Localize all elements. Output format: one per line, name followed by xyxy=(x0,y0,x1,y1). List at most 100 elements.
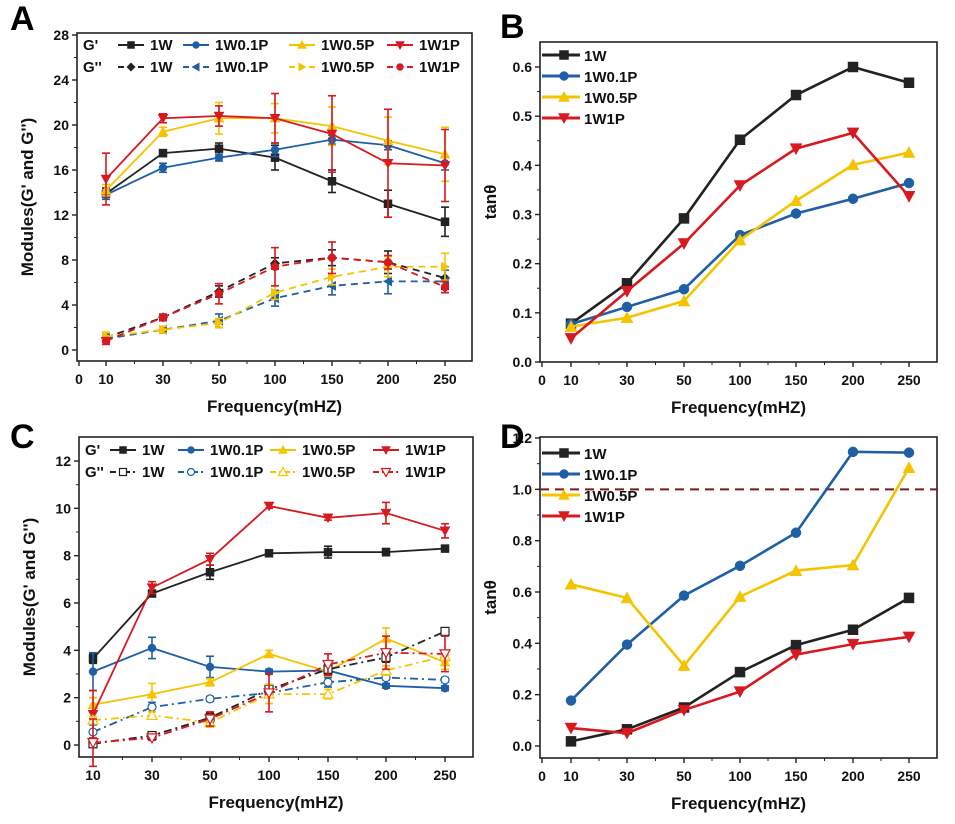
legend-marker xyxy=(559,448,569,458)
legend-label: 1W0.1P xyxy=(584,467,637,484)
legend-marker xyxy=(558,90,570,102)
y-tick-label: 0.1 xyxy=(513,305,533,321)
y-tick-label: 0.4 xyxy=(513,635,533,651)
data-point xyxy=(158,313,168,322)
data-point xyxy=(902,146,916,158)
data-point xyxy=(440,544,450,553)
legend-label: 1W xyxy=(142,442,165,459)
panel-b: B 0.0 0.1 0.2 0.3 0.4 0.5 0.6 0 10 30 50 100 150 200 25… xyxy=(481,8,938,417)
y-tick-label: 24 xyxy=(53,72,69,88)
series-line xyxy=(570,181,910,326)
legend-marker xyxy=(277,466,289,477)
x-tick-label: 100 xyxy=(728,372,752,388)
legend-marker xyxy=(395,41,405,51)
legend-label: 1W0.5P xyxy=(584,488,637,505)
plot-frame xyxy=(78,436,474,758)
series-line xyxy=(92,547,446,660)
data-point xyxy=(846,127,860,140)
x-tick-label: 100 xyxy=(728,768,752,784)
series-1W0.1P xyxy=(565,177,915,330)
y-tick-label: 0.6 xyxy=(513,584,533,600)
data-point xyxy=(271,287,280,298)
y-tick-label: 28 xyxy=(53,27,69,43)
y-axis-label: tanθ xyxy=(481,185,500,220)
legend-marker xyxy=(191,62,200,72)
data-point xyxy=(214,144,224,153)
legend-label: 1W0.1P xyxy=(215,59,268,76)
y-axis-label: tanθ xyxy=(481,580,500,615)
data-point xyxy=(789,194,803,206)
legend-group-label: G' xyxy=(85,442,100,459)
data-point xyxy=(789,143,803,156)
data-point xyxy=(678,590,690,601)
data-point xyxy=(846,638,860,651)
data-point xyxy=(327,177,337,186)
x-tick-label: 50 xyxy=(676,372,692,388)
legend-label: 1W xyxy=(150,59,173,76)
x-tick-label: 250 xyxy=(897,372,921,388)
panel-label: A xyxy=(10,0,35,38)
panel-c: C 0 2 4 6 8 10 12 10 30 50 100 150 200 250 Frequency(mH… xyxy=(10,418,474,812)
data-point xyxy=(620,591,634,604)
data-point xyxy=(439,526,451,537)
x-tick-label: 200 xyxy=(841,372,865,388)
data-point xyxy=(263,648,275,659)
series-1W1P xyxy=(564,631,916,740)
legend-marker xyxy=(118,467,128,477)
data-point xyxy=(145,733,159,745)
data-point xyxy=(789,649,803,662)
data-point xyxy=(440,217,450,226)
data-point xyxy=(790,527,802,538)
data-point xyxy=(902,461,916,474)
data-point xyxy=(790,639,802,651)
x-tick-label: 150 xyxy=(320,371,344,387)
data-point xyxy=(158,148,168,158)
legend-marker xyxy=(559,469,569,479)
data-point xyxy=(100,174,112,185)
x-tick-label: 100 xyxy=(263,371,287,387)
x-tick-label: 50 xyxy=(202,767,218,783)
data-point xyxy=(383,276,392,287)
series-Gp-1W0.1P xyxy=(88,636,450,693)
legend-label: 1W1P xyxy=(419,37,460,54)
series-1W1P xyxy=(564,127,916,345)
panel-label: D xyxy=(500,418,525,456)
data-point xyxy=(380,508,392,519)
data-point xyxy=(321,659,335,671)
data-point xyxy=(382,159,394,169)
legend-label: 1W0.5P xyxy=(302,464,355,481)
data-point xyxy=(903,447,915,458)
legend-label: 1W0.5P xyxy=(302,442,355,459)
data-point xyxy=(564,577,578,590)
y-tick-label: 10 xyxy=(55,500,71,516)
data-point xyxy=(565,736,577,747)
data-point xyxy=(146,583,158,594)
data-point xyxy=(790,208,802,219)
x-tick-label: 100 xyxy=(257,767,281,783)
data-point xyxy=(440,626,450,637)
data-point xyxy=(620,285,634,298)
data-point xyxy=(734,666,746,678)
legend-label: 1W1P xyxy=(584,111,625,128)
data-point xyxy=(205,662,215,672)
data-point xyxy=(383,258,393,267)
data-point xyxy=(440,282,450,292)
x-tick-label: 0 xyxy=(538,768,546,784)
x-tick-label: 150 xyxy=(784,768,808,784)
y-tick-label: 8 xyxy=(61,252,69,268)
data-point xyxy=(733,590,747,602)
x-tick-label: 150 xyxy=(316,767,340,783)
data-point xyxy=(204,554,216,565)
data-point xyxy=(215,318,224,328)
data-point xyxy=(677,704,691,717)
y-tick-label: 4 xyxy=(61,297,69,313)
x-tick-label: 200 xyxy=(841,768,865,784)
data-point xyxy=(677,294,691,307)
data-point xyxy=(902,631,916,644)
legend-marker xyxy=(380,467,392,478)
data-point xyxy=(847,61,859,73)
x-tick-label: 10 xyxy=(563,372,579,388)
data-point xyxy=(214,153,224,162)
data-point xyxy=(86,738,100,749)
legend-marker xyxy=(192,41,200,49)
